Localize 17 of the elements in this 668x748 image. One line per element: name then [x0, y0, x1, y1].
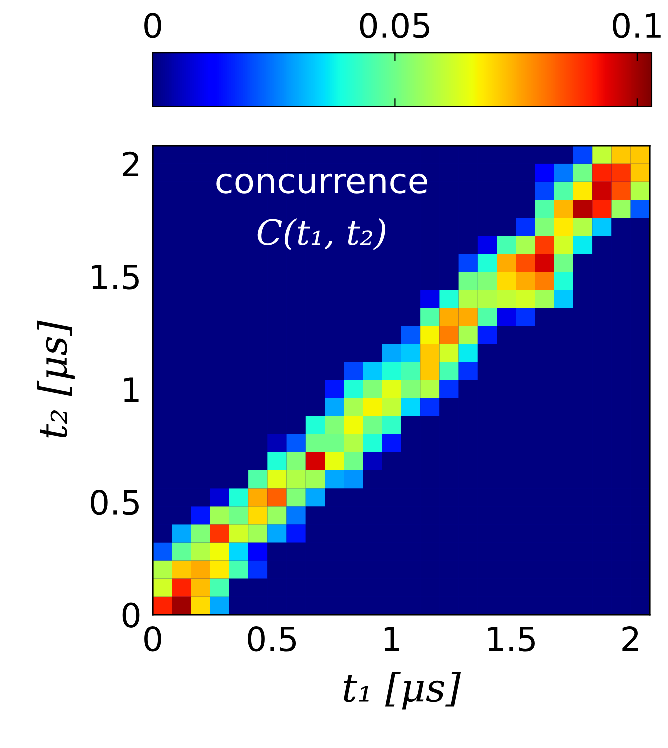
annotation: C(t₁, t₂): [258, 218, 386, 250]
color-bar-label: 0.05: [360, 13, 430, 38]
y-tick-label: 0: [122, 602, 140, 628]
y-tick-label: 0.5: [91, 490, 139, 516]
y-tick-label: 2: [123, 152, 139, 177]
x-tick-label: 2: [622, 626, 638, 652]
x-tick-label: 1: [384, 626, 400, 652]
color-bar-label: 0.1: [613, 13, 661, 38]
y-axis-title: t₂ [μs]: [37, 320, 75, 438]
x-tick-label: 1.5: [488, 626, 535, 652]
x-tick-label: 0: [144, 626, 162, 652]
y-tick-label: 1.5: [92, 265, 139, 290]
annotation: concurrence: [216, 174, 428, 194]
color-bar-label: 0: [144, 13, 162, 38]
y-tick-label: 1: [124, 378, 139, 402]
x-tick-label: 0.5: [248, 626, 296, 652]
x-axis-title: t₁ [μs]: [344, 672, 462, 710]
